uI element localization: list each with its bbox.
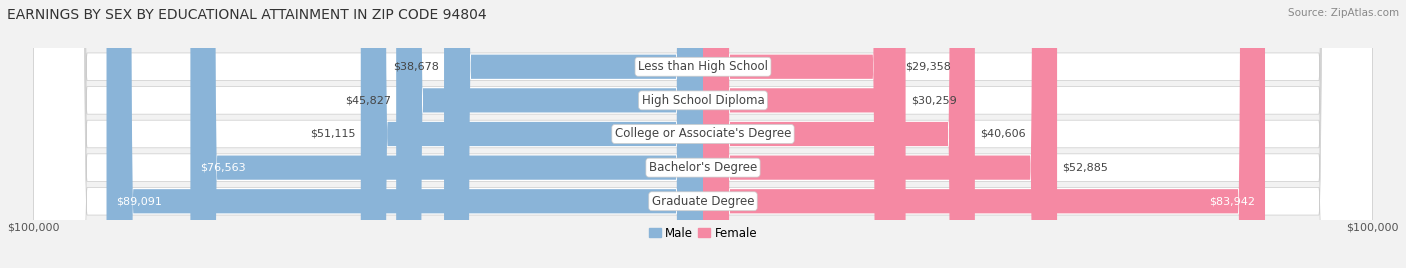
Text: Bachelor's Degree: Bachelor's Degree	[650, 161, 756, 174]
FancyBboxPatch shape	[396, 0, 703, 268]
FancyBboxPatch shape	[361, 0, 703, 268]
FancyBboxPatch shape	[34, 0, 1372, 268]
FancyBboxPatch shape	[190, 0, 703, 268]
Text: College or Associate's Degree: College or Associate's Degree	[614, 128, 792, 140]
FancyBboxPatch shape	[34, 0, 1372, 268]
Text: High School Diploma: High School Diploma	[641, 94, 765, 107]
Text: $76,563: $76,563	[201, 163, 246, 173]
Text: $29,358: $29,358	[905, 62, 950, 72]
FancyBboxPatch shape	[107, 0, 703, 268]
FancyBboxPatch shape	[34, 0, 1372, 268]
Text: Source: ZipAtlas.com: Source: ZipAtlas.com	[1288, 8, 1399, 18]
Text: EARNINGS BY SEX BY EDUCATIONAL ATTAINMENT IN ZIP CODE 94804: EARNINGS BY SEX BY EDUCATIONAL ATTAINMEN…	[7, 8, 486, 22]
Text: $30,259: $30,259	[911, 95, 956, 105]
Text: Less than High School: Less than High School	[638, 60, 768, 73]
FancyBboxPatch shape	[703, 0, 900, 268]
Text: $40,606: $40,606	[980, 129, 1026, 139]
Text: $83,942: $83,942	[1209, 196, 1256, 206]
FancyBboxPatch shape	[703, 0, 905, 268]
Text: $45,827: $45,827	[344, 95, 391, 105]
Text: $51,115: $51,115	[309, 129, 356, 139]
Legend: Male, Female: Male, Female	[644, 222, 762, 245]
FancyBboxPatch shape	[703, 0, 974, 268]
Text: $89,091: $89,091	[117, 196, 163, 206]
Text: $52,885: $52,885	[1063, 163, 1108, 173]
FancyBboxPatch shape	[703, 0, 1265, 268]
FancyBboxPatch shape	[34, 0, 1372, 268]
Text: Graduate Degree: Graduate Degree	[652, 195, 754, 208]
Text: $38,678: $38,678	[392, 62, 439, 72]
FancyBboxPatch shape	[34, 0, 1372, 268]
FancyBboxPatch shape	[444, 0, 703, 268]
FancyBboxPatch shape	[703, 0, 1057, 268]
